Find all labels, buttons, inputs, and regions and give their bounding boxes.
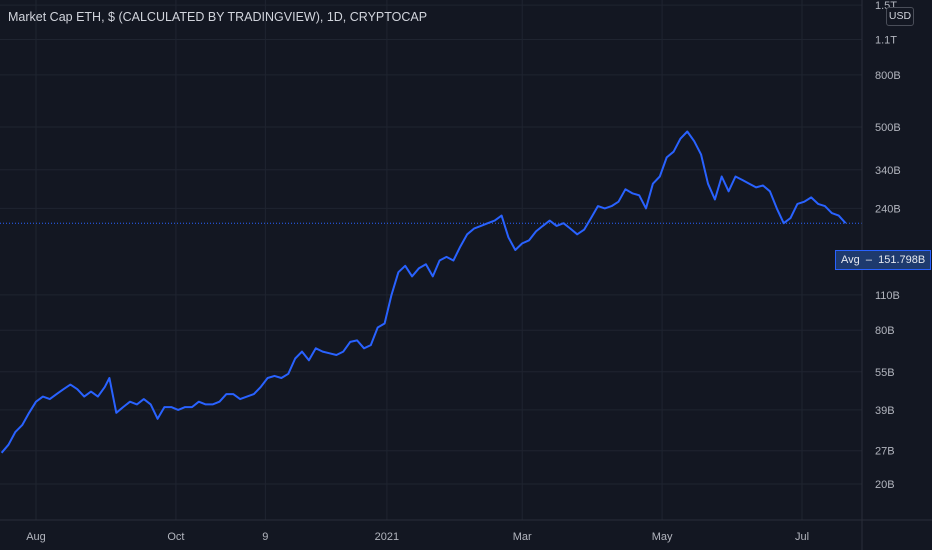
price-axis[interactable]: 20B27B39B55B80B110B240B340B500B800B1.1T1… <box>861 0 901 550</box>
y-tick-label: 27B <box>875 446 895 458</box>
y-tick-label: 800B <box>875 70 901 82</box>
y-tick-label: 340B <box>875 165 901 177</box>
y-tick-label: 500B <box>875 122 901 134</box>
y-tick-label: 1.1T <box>875 35 897 47</box>
y-tick-label: 55B <box>875 367 895 379</box>
average-badge: Avg – 151.798B <box>835 250 932 270</box>
y-tick-label: 80B <box>875 325 895 337</box>
currency-button[interactable]: USD <box>886 7 914 26</box>
x-tick-label: Jul <box>795 531 809 543</box>
average-label: Avg <box>841 254 860 266</box>
x-tick-label: May <box>652 531 673 543</box>
average-separator: – <box>862 254 876 266</box>
y-tick-label: 110B <box>875 290 900 302</box>
x-tick-label: Aug <box>26 531 46 543</box>
y-tick-label: 39B <box>875 405 895 417</box>
x-tick-label: Oct <box>167 531 184 543</box>
x-tick-label: 2021 <box>375 531 399 543</box>
average-value: 151.798B <box>878 254 926 266</box>
vertical-gridlines <box>35 0 803 520</box>
x-tick-label: Mar <box>513 531 532 543</box>
price-series <box>0 130 847 454</box>
y-tick-label: 20B <box>875 479 895 491</box>
x-tick-label: 9 <box>262 531 268 543</box>
time-axis[interactable]: Aug Oct 9 2021 Mar May Jul <box>0 519 932 543</box>
y-tick-label: 240B <box>875 203 901 215</box>
series-line <box>0 130 847 454</box>
horizontal-gridlines <box>0 4 862 485</box>
chart-title: Market Cap ETH, $ (CALCULATED BY TRADING… <box>8 10 428 24</box>
